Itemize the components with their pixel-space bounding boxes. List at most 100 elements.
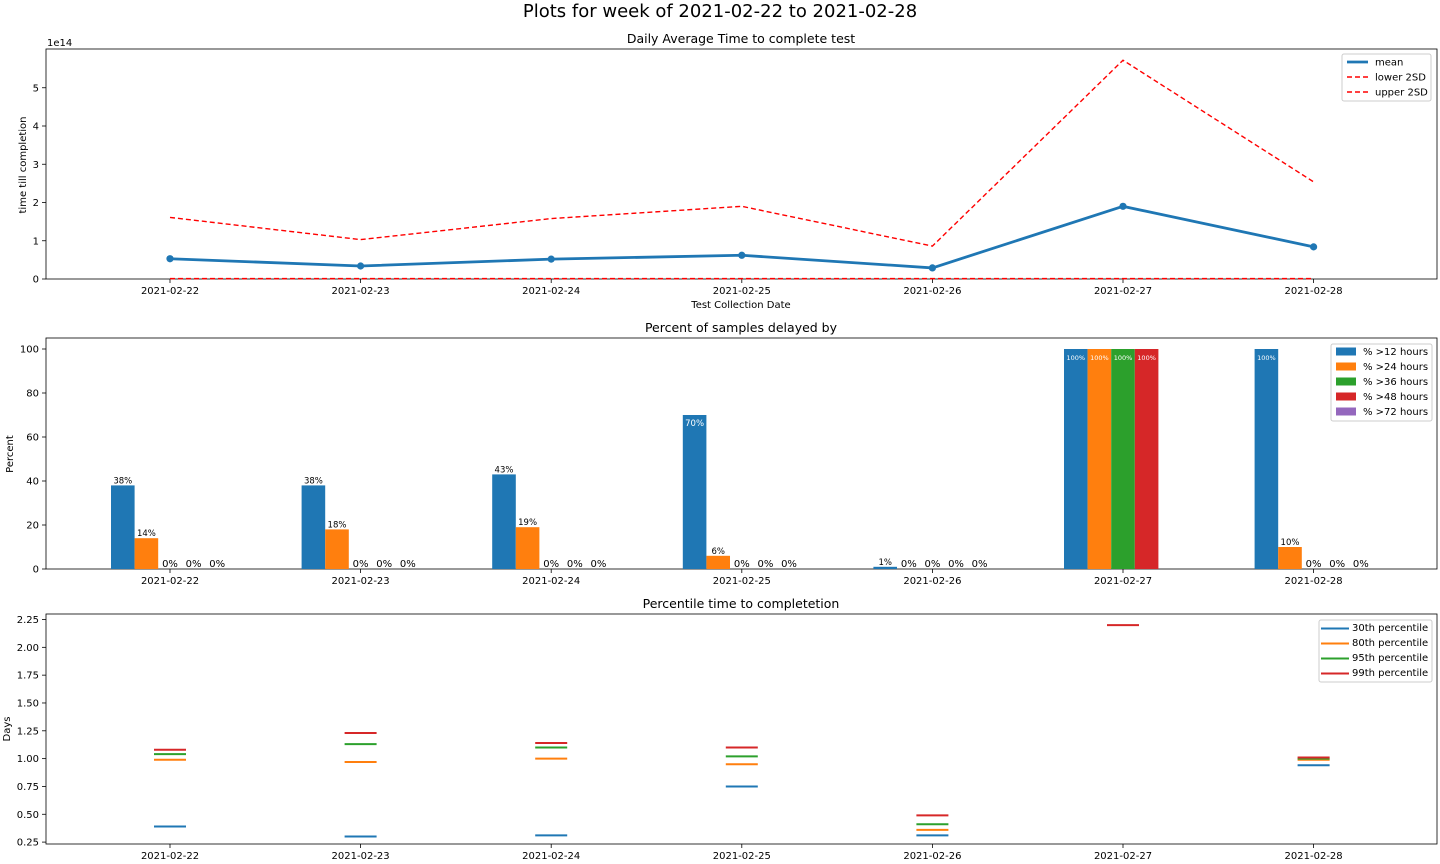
panel-percentile-time-xtick-label: 2021-02-25 xyxy=(713,851,771,862)
bar-data-label: 0% xyxy=(1353,559,1369,570)
bar-data-label: 70% xyxy=(685,419,704,429)
legend-swatch xyxy=(1336,407,1356,416)
panel-percentile-time-ytick-label: 1.75 xyxy=(17,671,39,682)
bar-data-label: 0% xyxy=(186,559,202,570)
panel-percentile-time-ytick-label: 1.50 xyxy=(17,698,39,709)
panel-percent-delayed-ylabel: Percent xyxy=(5,435,16,473)
bar-data-label: 100% xyxy=(1114,354,1133,362)
legend-label: 80th percentile xyxy=(1352,638,1428,649)
panel-percent-delayed-xtick-label: 2021-02-22 xyxy=(141,576,199,587)
bar-data-label: 0% xyxy=(400,559,416,570)
legend-label: upper 2SD xyxy=(1375,88,1428,99)
legend-label: % >36 hours xyxy=(1363,377,1428,388)
panel-percent-delayed-ytick-label: 0 xyxy=(33,565,39,576)
panel-daily-average-xlabel: Test Collection Date xyxy=(690,300,790,311)
bar-data-label: 0% xyxy=(353,559,369,570)
bar-data-label: 100% xyxy=(1257,354,1276,362)
bar-data-label: 10% xyxy=(1281,538,1300,548)
panel-percentile-time-ytick-label: 1.25 xyxy=(17,726,39,737)
legend-label: % >24 hours xyxy=(1363,362,1428,373)
bar-data-label: 38% xyxy=(304,476,323,486)
bar-data-label: 0% xyxy=(590,559,606,570)
bar-data-label: 0% xyxy=(376,559,392,570)
panel-percentile-time-xtick-label: 2021-02-22 xyxy=(141,851,199,862)
bar-data-label: 0% xyxy=(924,559,940,570)
bar-data-label: 6% xyxy=(711,547,725,557)
bar-data-label: 0% xyxy=(901,559,917,570)
bar xyxy=(682,415,707,569)
panel-daily-average-ytick-label: 0 xyxy=(33,275,39,286)
bar xyxy=(1064,349,1088,569)
legend-swatch xyxy=(1336,347,1356,356)
bar-data-label: 100% xyxy=(1067,354,1086,362)
panel-daily-average-legend xyxy=(1341,53,1432,102)
panel-daily-average-xtick-label: 2021-02-25 xyxy=(713,286,771,297)
bar-data-label: 100% xyxy=(1090,354,1109,362)
bar xyxy=(1254,349,1279,569)
series-point xyxy=(738,251,746,259)
panel-percent-delayed-xtick-label: 2021-02-27 xyxy=(1094,576,1152,587)
panel-percent-delayed-ytick-label: 40 xyxy=(26,477,39,488)
bar-data-label: 0% xyxy=(734,559,750,570)
bar-data-label: 18% xyxy=(328,520,347,530)
bar-data-label: 0% xyxy=(1306,559,1322,570)
bar-data-label: 0% xyxy=(567,559,583,570)
panel-percentile-time-xtick-label: 2021-02-23 xyxy=(332,851,390,862)
bar-data-label: 0% xyxy=(781,559,797,570)
bar-data-label: 0% xyxy=(162,559,178,570)
panel-daily-average-xtick-label: 2021-02-26 xyxy=(903,286,961,297)
bar xyxy=(515,527,540,569)
panel-daily-average-xtick-label: 2021-02-22 xyxy=(141,286,199,297)
bar-data-label: 100% xyxy=(1137,354,1156,362)
panel-percentile-time-ytick-label: 2.00 xyxy=(17,643,39,654)
panel-percentile-time-title: Percentile time to completetion xyxy=(643,596,840,611)
panel-percent-delayed-ytick-label: 80 xyxy=(26,389,39,400)
panel-daily-average: Daily Average Time to complete test 1e14… xyxy=(18,31,1438,311)
bar-data-label: 38% xyxy=(113,476,132,486)
panel-percent-delayed-ytick-label: 20 xyxy=(26,521,39,532)
legend-label: % >12 hours xyxy=(1363,347,1428,358)
panel-percent-delayed-ytick-label: 100 xyxy=(20,345,39,356)
panel-percentile-time-ytick-label: 0.75 xyxy=(17,782,39,793)
legend-label: % >72 hours xyxy=(1363,407,1428,418)
legend-label: % >48 hours xyxy=(1363,392,1428,403)
legend-label: 30th percentile xyxy=(1352,623,1428,634)
series-point xyxy=(1310,243,1318,251)
series-point xyxy=(1119,202,1127,210)
bar-data-label: 19% xyxy=(518,518,537,528)
panel-percent-delayed-ytick-label: 60 xyxy=(26,433,39,444)
panel-daily-average-ytick-label: 3 xyxy=(33,160,39,171)
panel-percentile-time-xtick-label: 2021-02-28 xyxy=(1285,851,1343,862)
series-point xyxy=(547,255,555,263)
bar-data-label: 0% xyxy=(1329,559,1345,570)
panel-daily-average-xtick-label: 2021-02-24 xyxy=(522,286,580,297)
panel-percent-delayed-xtick-label: 2021-02-28 xyxy=(1285,576,1343,587)
panel-percent-delayed-title: Percent of samples delayed by xyxy=(645,320,838,335)
panel-percentile-time-xtick-label: 2021-02-27 xyxy=(1094,851,1152,862)
panel-daily-average-ytick-label: 4 xyxy=(33,122,39,133)
panel-percentile-time-xtick-label: 2021-02-26 xyxy=(903,851,961,862)
panel-daily-average-ytick-label: 5 xyxy=(33,83,39,94)
bar-data-label: 1% xyxy=(878,558,892,568)
legend-label: mean xyxy=(1375,58,1403,69)
panel-percentile-time-ylabel: Days xyxy=(2,717,13,742)
bar-data-label: 43% xyxy=(495,465,514,475)
bar-data-label: 0% xyxy=(209,559,225,570)
bar xyxy=(134,538,159,569)
panel-percentile-time-ytick-label: 0.50 xyxy=(17,810,39,821)
panel-daily-average-offset: 1e14 xyxy=(47,38,72,49)
panel-daily-average-axes-frame xyxy=(45,48,1438,280)
panel-percent-delayed-xtick-label: 2021-02-23 xyxy=(332,576,390,587)
panel-daily-average-xtick-label: 2021-02-23 xyxy=(332,286,390,297)
panel-percent-delayed-legend xyxy=(1330,343,1433,422)
panel-percentile-time-ytick-label: 2.25 xyxy=(17,615,39,626)
series-line-2 xyxy=(169,59,1314,247)
panel-daily-average-title: Daily Average Time to complete test xyxy=(627,31,855,46)
bar xyxy=(325,529,349,569)
bar-data-label: 0% xyxy=(972,559,988,570)
panel-percent-delayed-xtick-label: 2021-02-25 xyxy=(713,576,771,587)
panel-daily-average-xtick-label: 2021-02-27 xyxy=(1094,286,1152,297)
bar xyxy=(301,485,326,569)
panel-daily-average-xtick-label: 2021-02-28 xyxy=(1285,286,1343,297)
